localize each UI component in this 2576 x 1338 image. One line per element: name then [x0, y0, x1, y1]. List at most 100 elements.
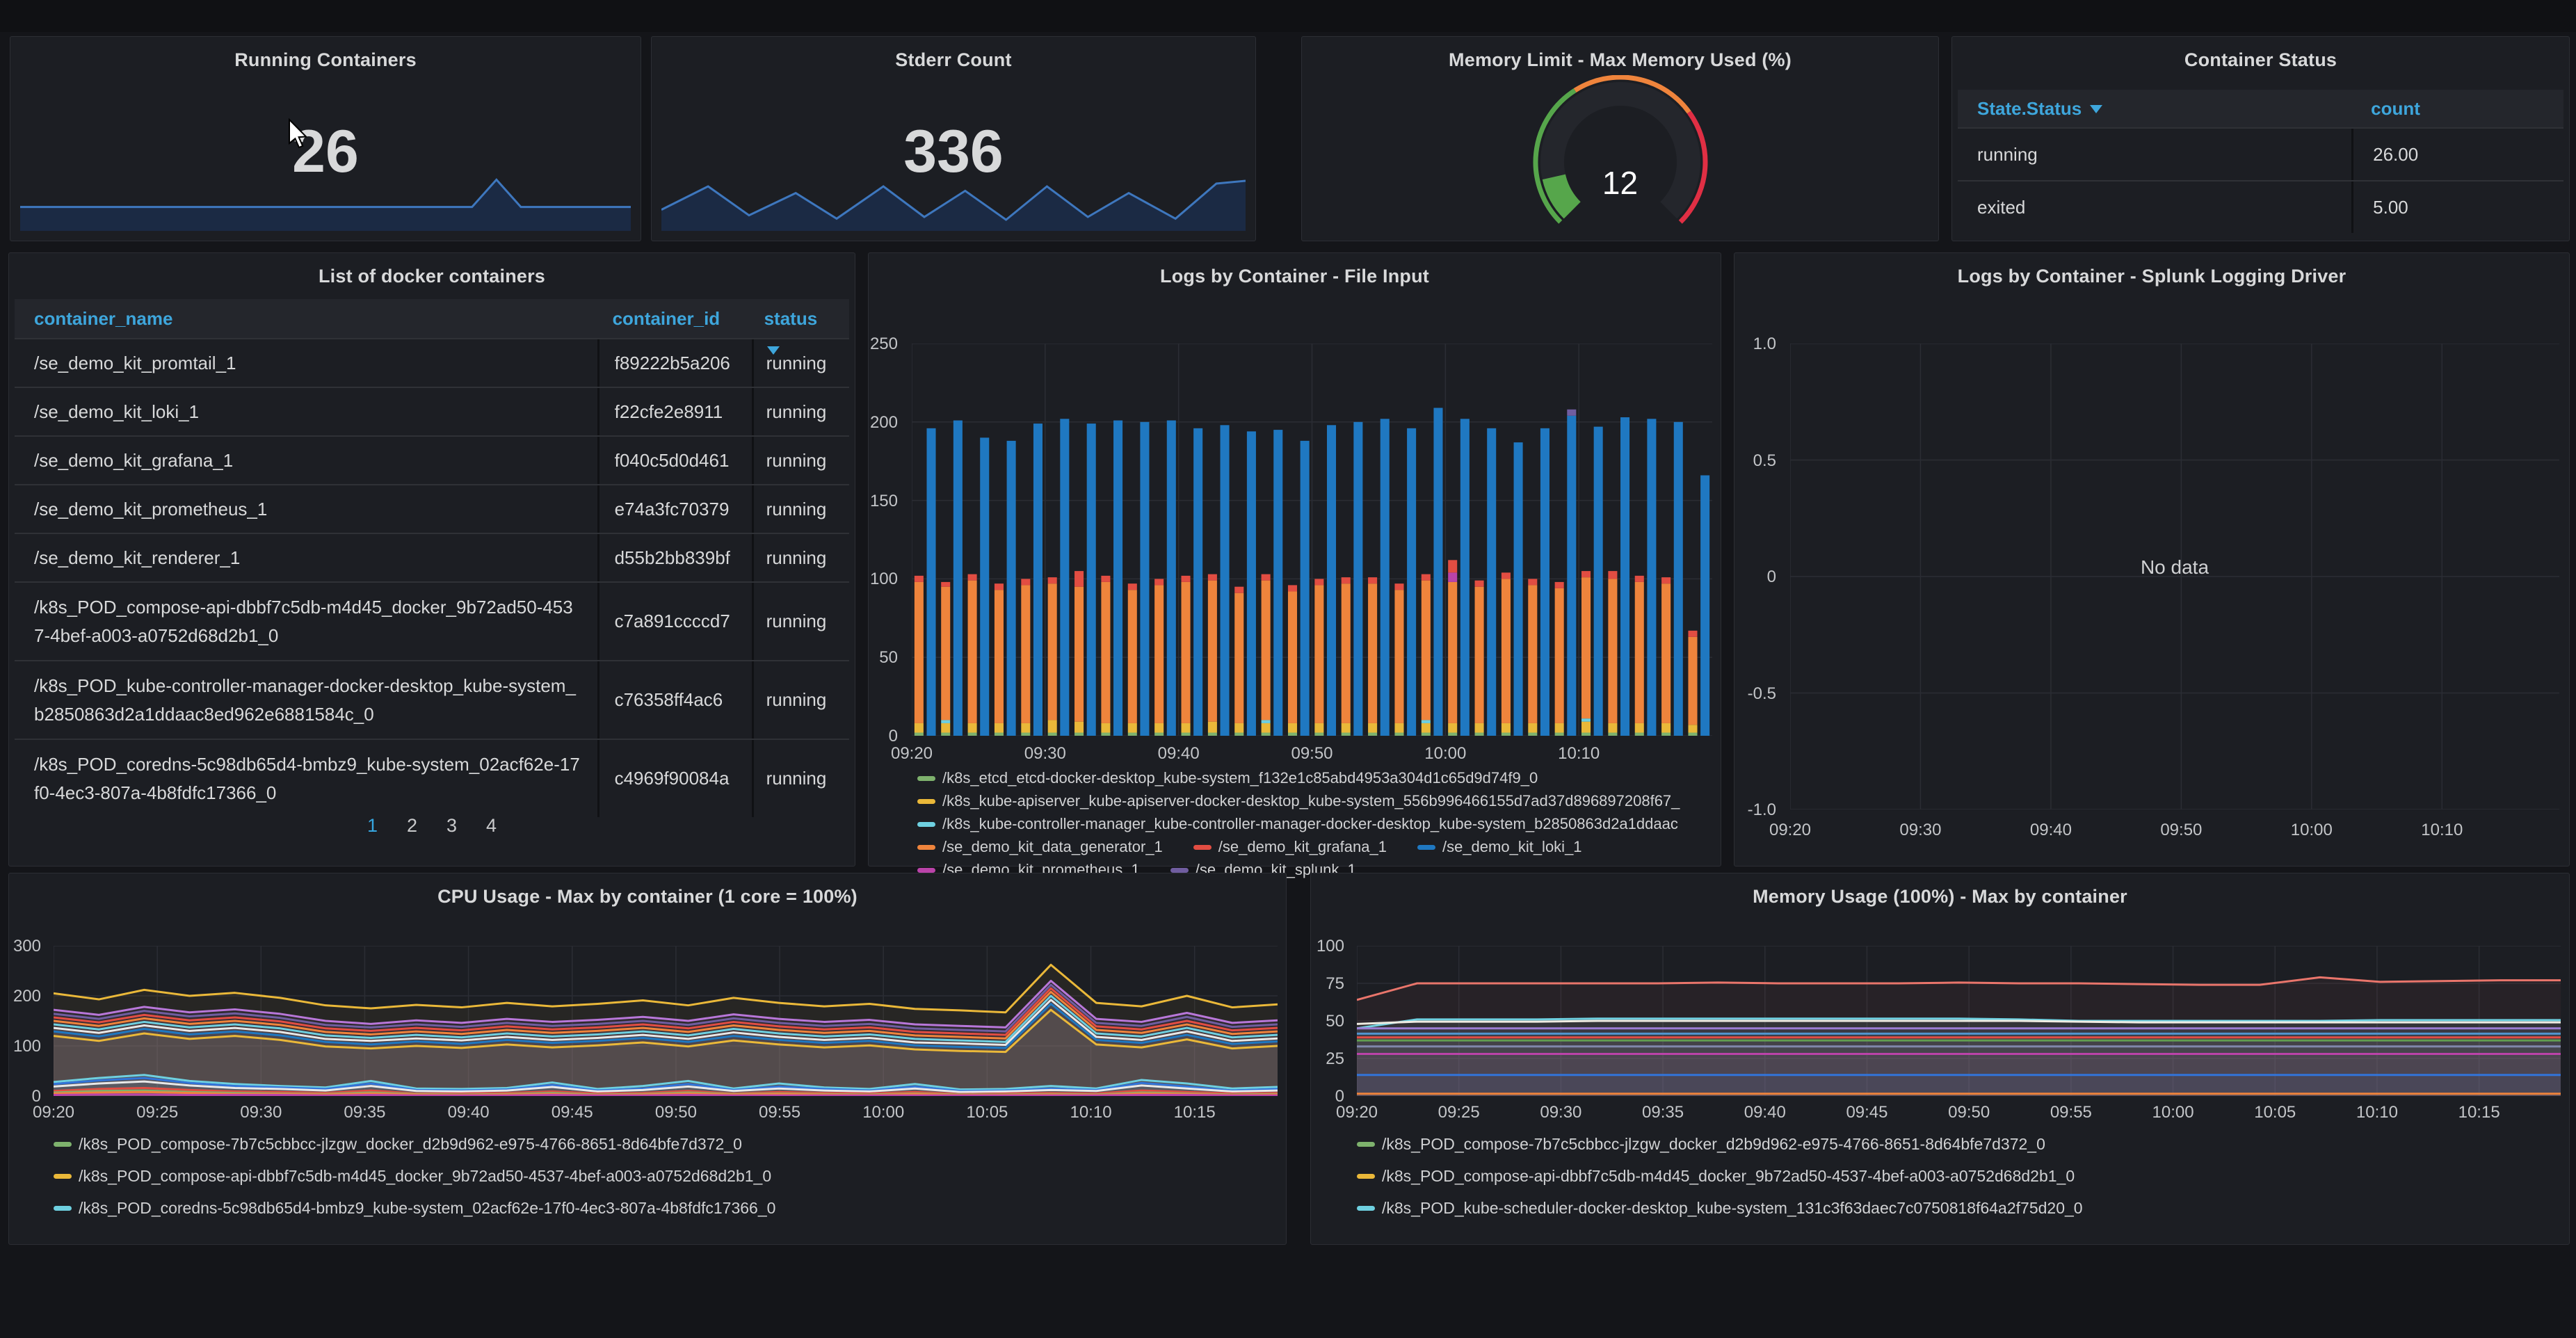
x-axis-label: 09:40: [2029, 821, 2072, 839]
y-axis-label: 100: [13, 1037, 41, 1056]
cell-container-id: f22cfe2e8911: [597, 388, 752, 435]
page-button-2[interactable]: 2: [406, 815, 417, 836]
x-axis-label: 10:10: [2421, 821, 2463, 839]
cell-container-name: /se_demo_kit_grafana_1: [34, 449, 234, 471]
x-axis-label: 09:20: [32, 1103, 75, 1122]
x-axis-label: 09:30: [1024, 744, 1066, 763]
column-header-status[interactable]: status: [764, 307, 818, 329]
running-sparkline: [20, 175, 631, 231]
panel-title-memory-usage[interactable]: Memory Usage (100%) - Max by container: [1753, 886, 2127, 907]
x-axis-label: 09:30: [1899, 821, 1942, 839]
panel-title-docker-list[interactable]: List of docker containers: [318, 266, 546, 287]
panel-title-logs-splunk[interactable]: Logs by Container - Splunk Logging Drive…: [1957, 266, 2346, 287]
x-axis-label: 09:40: [1744, 1103, 1786, 1122]
y-axis-label: 25: [1326, 1049, 1344, 1068]
y-axis-label: 150: [869, 491, 898, 510]
page-button-3[interactable]: 3: [446, 815, 458, 836]
legend-item[interactable]: /se_demo_kit_data_generator_1: [917, 838, 1163, 856]
stderr-count-value: 336: [903, 118, 1004, 185]
legend-item[interactable]: /k8s_POD_kube-scheduler-docker-desktop_k…: [1357, 1199, 2561, 1218]
y-axis-label: -0.5: [1747, 684, 1776, 703]
cell-status: running: [751, 388, 849, 435]
cell-status: running: [751, 437, 849, 484]
legend-item[interactable]: /se_demo_kit_loki_1: [1417, 838, 1582, 856]
panel-title-cpu-usage[interactable]: CPU Usage - Max by container (1 core = 1…: [437, 886, 858, 907]
x-axis-label: 10:00: [862, 1103, 905, 1122]
legend-item[interactable]: /k8s_POD_coredns-5c98db65d4-bmbz9_kube-s…: [54, 1199, 1278, 1218]
legend-color-marker-icon: [54, 1206, 72, 1211]
x-axis-label: 09:50: [2160, 821, 2203, 839]
x-axis-label: 10:00: [2152, 1103, 2194, 1122]
legend-item[interactable]: /k8s_POD_compose-api-dbbf7c5db-m4d45_doc…: [54, 1167, 1278, 1186]
x-axis-label: 10:05: [966, 1103, 1008, 1122]
legend-item[interactable]: /k8s_POD_compose-7b7c5cbbcc-jlzgw_docker…: [54, 1135, 1278, 1154]
legend-item[interactable]: /k8s_POD_compose-api-dbbf7c5db-m4d45_doc…: [1357, 1167, 2561, 1186]
legend-item[interactable]: /k8s_kube-controller-manager_kube-contro…: [917, 815, 1678, 833]
legend-color-marker-icon: [1170, 867, 1189, 873]
legend-item[interactable]: /k8s_kube-apiserver_kube-apiserver-docke…: [917, 792, 1680, 810]
no-data-message: No data: [2140, 556, 2209, 578]
cell-status: running: [751, 661, 849, 739]
legend-item[interactable]: /k8s_POD_compose-7b7c5cbbcc-jlzgw_docker…: [1357, 1135, 2561, 1154]
memory-gauge-value: 12: [1602, 165, 1639, 201]
y-axis-label: 50: [1326, 1012, 1344, 1031]
panel-logs-file-input: Logs by Container - File Input 250 200 150…: [868, 252, 1721, 878]
panel-logs-splunk-driver: Logs by Container - Splunk Logging Drive…: [1734, 252, 2570, 867]
x-axis-label: 10:05: [2254, 1103, 2296, 1122]
column-header-container-id[interactable]: container_id: [612, 307, 721, 329]
cell-container-id: c7a891ccccd7: [597, 583, 752, 660]
x-axis-label: 09:35: [1642, 1103, 1684, 1122]
table-pagination: 1 2 3 4: [9, 815, 855, 837]
y-axis-label: 0.5: [1753, 451, 1776, 470]
file-input-bar-chart: [912, 344, 1712, 736]
legend-color-marker-icon: [1193, 844, 1211, 850]
panel-running-containers: Running Containers 26: [10, 36, 641, 241]
panel-memory-usage: Memory Usage (100%) - Max by container 1…: [1310, 873, 2570, 1245]
cell-container-name: /k8s_POD_coredns-5c98db65d4-bmbz9_kube-s…: [34, 754, 580, 803]
column-header-container-name[interactable]: container_name: [34, 307, 173, 329]
x-axis-label: 09:25: [1438, 1103, 1480, 1122]
page-button-4[interactable]: 4: [486, 815, 497, 836]
panel-title-logs-file-input[interactable]: Logs by Container - File Input: [1160, 266, 1429, 287]
stderr-sparkline: [661, 175, 1246, 231]
legend-item[interactable]: /k8s_etcd_etcd-docker-desktop_kube-syste…: [917, 769, 1538, 787]
panel-title-memory-limit[interactable]: Memory Limit - Max Memory Used (%): [1449, 49, 1792, 70]
x-axis-label: 09:45: [551, 1103, 593, 1122]
cell-status: running: [751, 534, 849, 581]
legend-color-marker-icon: [1357, 1142, 1375, 1147]
x-axis-label: 09:20: [1769, 821, 1812, 839]
panel-cpu-usage: CPU Usage - Max by container (1 core = 1…: [8, 873, 1287, 1245]
x-axis-label: 10:00: [1424, 744, 1467, 763]
top-bar: [0, 0, 2576, 32]
legend-color-marker-icon: [54, 1142, 72, 1147]
cell-status: running: [751, 583, 849, 660]
cell-count: 26.00: [2351, 129, 2563, 180]
x-axis-label: 09:40: [1157, 744, 1200, 763]
x-axis-label: 10:15: [1173, 1103, 1216, 1122]
docker-table-row: /k8s_POD_kube-controller-manager-docker-…: [15, 660, 849, 739]
legend-item[interactable]: /se_demo_kit_grafana_1: [1193, 838, 1387, 856]
docker-table-row: /se_demo_kit_loki_1 f22cfe2e8911 running: [15, 387, 849, 435]
y-axis-label: 75: [1326, 974, 1344, 993]
cell-container-id: d55b2bb839bf: [597, 534, 752, 581]
legend-color-marker-icon: [917, 867, 935, 873]
status-table-row: running 26.00: [1958, 127, 2563, 180]
y-axis-label: 200: [13, 987, 41, 1006]
x-axis-label: 10:00: [2290, 821, 2333, 839]
panel-title-container-status[interactable]: Container Status: [2184, 49, 2337, 70]
panel-title-running-containers[interactable]: Running Containers: [234, 49, 417, 70]
x-axis-label: 09:50: [654, 1103, 697, 1122]
cell-status: running: [751, 740, 849, 817]
panel-title-stderr-count[interactable]: Stderr Count: [895, 49, 1012, 70]
page-button-1[interactable]: 1: [367, 815, 378, 836]
y-axis-label: 1.0: [1753, 334, 1776, 353]
docker-table-row: /se_demo_kit_promtail_1 f89222b5a206 runni…: [15, 338, 849, 387]
cell-container-name: /se_demo_kit_prometheus_1: [34, 498, 268, 519]
column-header-state-status[interactable]: State.Status: [1958, 98, 2351, 120]
x-axis-label: 10:10: [1070, 1103, 1112, 1122]
panel-stderr-count: Stderr Count 336: [651, 36, 1256, 241]
x-axis-label: 09:30: [240, 1103, 282, 1122]
x-axis-label: 09:55: [759, 1103, 801, 1122]
column-header-count[interactable]: count: [2371, 97, 2420, 119]
cpu-usage-chart: [54, 946, 1278, 1096]
